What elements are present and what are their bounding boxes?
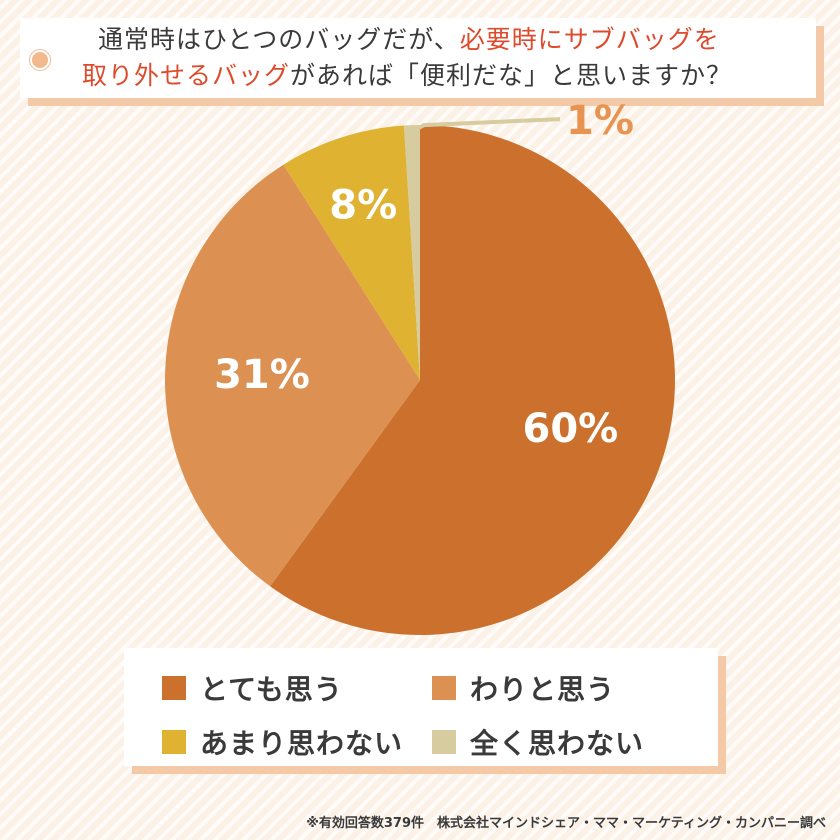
legend-swatch (432, 730, 456, 754)
data-label: 31% (214, 352, 310, 398)
slice-not-much (283, 125, 420, 381)
data-label: 60% (522, 406, 618, 452)
title-line-2-part-b: があれば「便利だな」と思いますか？ (290, 61, 733, 90)
slice-not-at-all (403, 125, 420, 380)
title-line-1: 通常時はひとつのバッグだが、必要時にサブバッグを (98, 24, 798, 56)
data-label-outside: 1% (566, 98, 634, 144)
legend-swatch (162, 676, 186, 700)
footer-note: ※有効回答数379件 株式会社マインドシェア・ママ・マーケティング・カンパニー調… (306, 816, 826, 831)
title-line-1-highlight: 必要時にサブバッグを (459, 25, 720, 54)
title-bullet-icon (30, 50, 50, 70)
legend-item-not-at-all: 全く思わない (432, 722, 644, 762)
data-label: 8% (329, 182, 397, 228)
legend-label: 全く思わない (470, 727, 645, 760)
legend-label: わりと思う (470, 673, 616, 706)
legend-swatch (432, 676, 456, 700)
legend-label: あまり思わない (200, 727, 404, 760)
title-line-2: 取り外せるバッグがあれば「便利だな」と思いますか？ (82, 60, 782, 92)
legend-box: とても思う わりと思う あまり思わない 全く思わない (124, 648, 718, 766)
legend-item-not-much: あまり思わない (162, 722, 403, 762)
legend-item-fairly: わりと思う (432, 668, 615, 708)
slice-fairly (164, 164, 420, 587)
leader-line (411, 117, 561, 133)
title-box (20, 18, 816, 98)
legend-item-very: とても思う (162, 668, 343, 708)
title-line-2-highlight: 取り外せるバッグ (82, 61, 291, 90)
title-line-1-part-a: 通常時はひとつのバッグだが、 (98, 25, 460, 54)
slice-very (270, 125, 676, 635)
legend-swatch (162, 730, 186, 754)
legend-label: とても思う (200, 673, 343, 706)
